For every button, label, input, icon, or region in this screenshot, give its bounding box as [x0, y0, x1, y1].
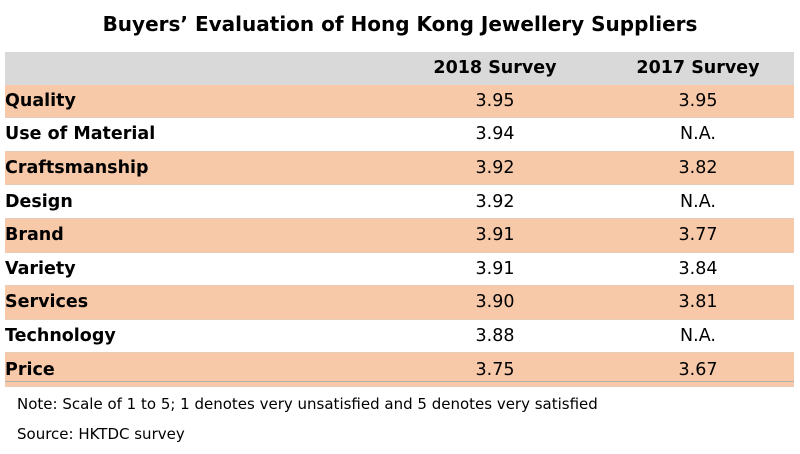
value-2018: 3.92 — [475, 158, 515, 179]
table-row: Craftsmanship 3.92 3.82 — [5, 151, 794, 185]
value-2017: N.A. — [680, 326, 716, 347]
value-2018: 3.95 — [475, 90, 515, 111]
table-body: Quality 3.95 3.95 Use of Material 3.94 N.A. Cr… — [5, 84, 794, 387]
row-label: Price — [5, 359, 55, 380]
row-label: Technology — [5, 326, 116, 347]
value-2017: 3.81 — [678, 292, 718, 313]
value-2017: 3.67 — [678, 359, 718, 380]
header-row: 2018 Survey 2017 Survey — [5, 52, 794, 85]
table-row: Variety 3.91 3.84 — [5, 252, 794, 286]
bottom-divider — [5, 381, 794, 382]
table-row: Use of Material 3.94 N.A. — [5, 117, 794, 152]
row-label: Variety — [5, 258, 76, 279]
row-label: Brand — [5, 225, 64, 246]
value-2018: 3.92 — [475, 191, 515, 212]
value-2018: 3.94 — [475, 124, 515, 145]
row-label: Quality — [5, 90, 76, 111]
source-note: Source: HKTDC survey — [17, 425, 185, 443]
row-label: Services — [5, 292, 89, 313]
value-2017: 3.95 — [678, 90, 718, 111]
table-row: Technology 3.88 N.A. — [5, 319, 794, 353]
table-title: Buyers’ Evaluation of Hong Kong Jeweller… — [102, 12, 698, 36]
table-row: Services 3.90 3.81 — [5, 285, 794, 320]
row-label: Craftsmanship — [5, 158, 149, 179]
value-2018: 3.90 — [475, 292, 515, 313]
value-2017: 3.77 — [678, 225, 718, 246]
table-row: Quality 3.95 3.95 — [5, 84, 794, 118]
table-row: Design 3.92 N.A. — [5, 184, 794, 219]
header-2018-survey: 2018 Survey — [433, 58, 557, 79]
scale-note: Note: Scale of 1 to 5; 1 denotes very un… — [17, 395, 598, 413]
value-2017: 3.82 — [678, 158, 718, 179]
header-2017-survey: 2017 Survey — [636, 58, 760, 79]
evaluation-table: 2018 Survey 2017 Survey Quality 3.95 3.95 U… — [5, 52, 794, 387]
value-2017: 3.84 — [678, 258, 718, 279]
table-row: Brand 3.91 3.77 — [5, 218, 794, 253]
value-2018: 3.91 — [475, 225, 515, 246]
header-label-column — [5, 52, 388, 85]
value-2018: 3.75 — [475, 359, 515, 380]
table-row: Price 3.75 3.67 — [5, 352, 794, 387]
row-label: Design — [5, 191, 73, 212]
value-2017: N.A. — [680, 191, 716, 212]
value-2018: 3.91 — [475, 258, 515, 279]
value-2018: 3.88 — [475, 326, 515, 347]
row-label: Use of Material — [5, 124, 156, 145]
value-2017: N.A. — [680, 124, 716, 145]
